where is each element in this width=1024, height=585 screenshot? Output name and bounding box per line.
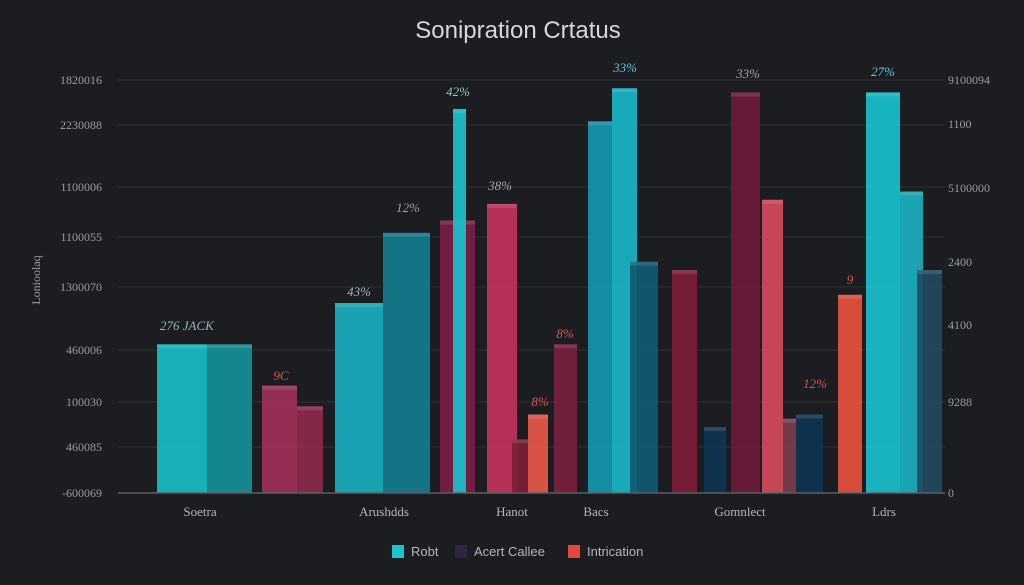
legend: Robt Acert Callee Intrication [392, 544, 643, 559]
data-label: 12% [396, 200, 420, 215]
y-tick-label-right: 9100094 [948, 73, 990, 87]
axis-ticks: 1820016 2230088 1100006 1100055 1300070 46000… [60, 73, 990, 519]
bar-cap [731, 92, 760, 97]
y-tick-label-left: 460006 [66, 343, 102, 357]
bar-cap [900, 191, 923, 196]
bar [704, 426, 726, 493]
data-label: 43% [347, 284, 371, 299]
x-tick-label: Soetra [183, 504, 216, 519]
bar [207, 344, 252, 493]
x-tick-label: Bacs [583, 504, 608, 519]
data-label: 33% [612, 60, 637, 75]
y-tick-label-left: 1820016 [60, 73, 102, 87]
bar [262, 385, 297, 493]
y-tick-label-left: -600069 [62, 486, 102, 500]
data-label: 38% [487, 178, 512, 193]
bar-cap [796, 414, 823, 419]
data-labels: 276 JACK 9C 43% 12% 42% 38% 8% 8% 33% 33% 12% 27% 9 [160, 60, 895, 409]
legend-label: Robt [411, 544, 439, 559]
bar [512, 439, 528, 493]
bar [528, 414, 548, 493]
bar-cap [672, 269, 697, 274]
bar-cap [917, 269, 942, 274]
bar [917, 269, 942, 493]
bar [630, 261, 658, 493]
bar [554, 344, 577, 493]
data-label: 9 [847, 272, 854, 287]
legend-swatch [568, 545, 580, 558]
bar [731, 92, 760, 493]
bar [838, 294, 862, 493]
data-label: 42% [446, 84, 470, 99]
data-label: 9C [273, 368, 289, 383]
chart-title: Sonipration Crtatus [415, 17, 620, 44]
bar [796, 414, 823, 493]
y-tick-label-right: 2400 [948, 255, 972, 269]
y-tick-label-right: 9288 [948, 395, 972, 409]
y-axis-label: Lonioolaq [29, 255, 43, 304]
y-tick-label-left: 1100055 [60, 230, 102, 244]
bar [866, 92, 900, 493]
y-tick-label-right: 4100 [948, 318, 972, 332]
bar [453, 108, 466, 493]
bar [588, 121, 612, 494]
bar-cap [762, 199, 783, 204]
bar [672, 269, 697, 493]
y-tick-label-right: 5100000 [948, 181, 990, 195]
bar-cap [383, 232, 430, 237]
bar-cap [512, 439, 528, 444]
bar [762, 199, 783, 493]
bar-cap [866, 92, 900, 97]
y-tick-label-left: 1100006 [60, 180, 102, 194]
bar-cap [207, 344, 252, 349]
bar-cap [704, 426, 726, 431]
bar-cap [630, 261, 658, 266]
bar-cap [783, 418, 796, 423]
legend-swatch [392, 545, 404, 558]
y-tick-label-left: 2230088 [60, 118, 102, 132]
y-tick-label-right: 0 [948, 486, 954, 500]
bar [335, 303, 383, 493]
bar-cap [612, 88, 637, 93]
y-tick-label-right: 1100 [948, 117, 972, 131]
bars [157, 88, 942, 494]
data-label: 27% [871, 64, 895, 79]
x-tick-label: Ldrs [872, 504, 896, 519]
bar [783, 418, 796, 493]
bar [297, 406, 323, 493]
bar [157, 344, 207, 493]
bar-cap [528, 414, 548, 419]
data-label: 8% [531, 394, 549, 409]
data-label: 276 JACK [160, 318, 215, 333]
bar-cap [453, 108, 466, 113]
bar-cap [335, 303, 383, 308]
bar-cap [297, 406, 323, 411]
legend-swatch [455, 545, 467, 558]
bar-cap [838, 294, 862, 299]
y-tick-label-left: 1300070 [60, 280, 102, 294]
bar-cap [262, 385, 297, 390]
legend-label: Acert Callee [474, 544, 545, 559]
bar-cap [588, 121, 612, 126]
gridlines [118, 79, 945, 448]
bar [383, 232, 430, 493]
x-tick-label: Arushdds [359, 504, 409, 519]
data-label: 12% [803, 376, 827, 391]
y-tick-label-left: 460085 [66, 440, 102, 454]
bar-cap [487, 203, 517, 208]
bar-cap [554, 344, 577, 349]
data-label: 8% [556, 326, 574, 341]
legend-label: Intrication [587, 544, 643, 559]
data-label: 33% [735, 66, 760, 81]
x-tick-label: Hanot [496, 504, 528, 519]
bar-cap [157, 344, 207, 349]
y-tick-label-left: 100030 [66, 395, 102, 409]
x-tick-label: Gomnlect [714, 504, 766, 519]
